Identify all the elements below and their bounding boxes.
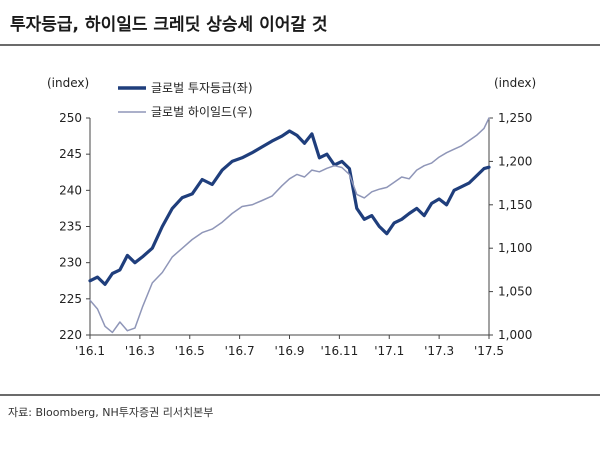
x-tick-label: '16.7 <box>225 344 255 358</box>
left-tick-label: 230 <box>59 256 82 270</box>
x-tick-label: '16.3 <box>125 344 155 358</box>
chart-title: 투자등급, 하이일드 크레딧 상승세 이어갈 것 <box>10 15 328 35</box>
source-rule <box>0 394 600 396</box>
chart-canvas: (index) (index) 글로벌 투자등급(좌) 글로벌 하이일드(우) … <box>47 76 536 358</box>
axis-ticks: 220 225 230 235 240 245 250 1,000 1,050 1,100 1,15… <box>59 111 532 358</box>
series-line-investment-grade <box>88 129 491 286</box>
left-tick-label: 250 <box>59 111 82 125</box>
x-tick-label: '17.1 <box>374 344 404 358</box>
legend-label-hy: 글로벌 하이일드(우) <box>151 105 253 119</box>
right-tick-label: 1,000 <box>498 328 532 342</box>
x-tick-label: '16.1 <box>75 344 105 358</box>
x-tick-label: '16.11 <box>321 344 359 358</box>
x-tick-label: '16.5 <box>175 344 205 358</box>
right-axis-label: (index) <box>494 76 536 90</box>
left-tick-label: 240 <box>59 183 82 197</box>
left-axis-label: (index) <box>47 76 89 90</box>
left-tick-label: 245 <box>59 147 82 161</box>
legend-label-ig: 글로벌 투자등급(좌) <box>151 81 253 95</box>
legend: 글로벌 투자등급(좌) 글로벌 하이일드(우) <box>118 81 253 119</box>
series-line-high-yield <box>89 117 490 334</box>
left-tick-label: 235 <box>59 220 82 234</box>
left-tick-label: 220 <box>59 328 82 342</box>
series-lines <box>88 117 491 334</box>
right-tick-label: 1,250 <box>498 111 532 125</box>
x-tick-label: '17.3 <box>424 344 454 358</box>
x-tick-label: '16.9 <box>274 344 304 358</box>
right-tick-label: 1,100 <box>498 241 532 255</box>
x-tick-label: '17.5 <box>474 344 504 358</box>
right-tick-label: 1,050 <box>498 285 532 299</box>
right-tick-label: 1,150 <box>498 198 532 212</box>
source-note: 자료: Bloomberg, NH투자증권 리서치본부 <box>8 406 214 419</box>
title-rule <box>0 44 600 46</box>
left-tick-label: 225 <box>59 292 82 306</box>
right-tick-label: 1,200 <box>498 154 532 168</box>
